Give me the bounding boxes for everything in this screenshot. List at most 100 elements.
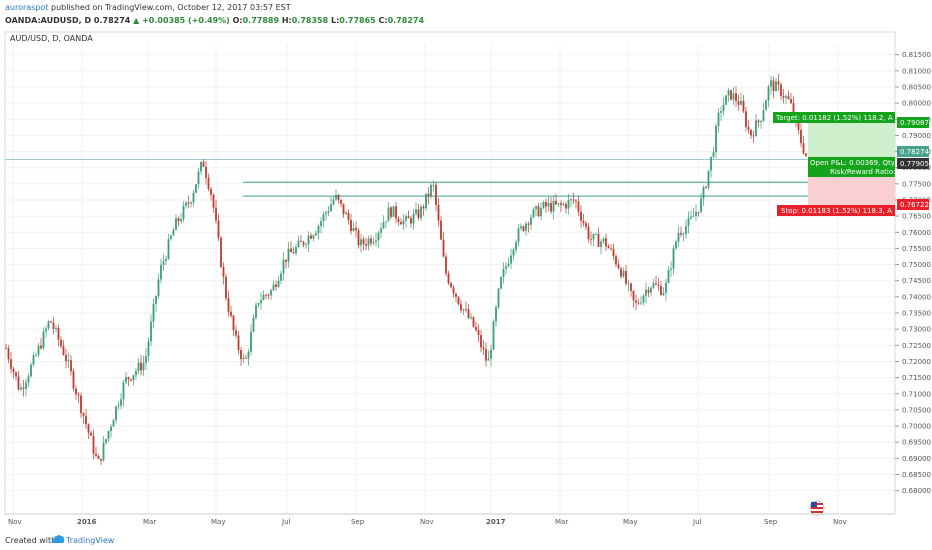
candle-body	[275, 284, 277, 287]
candle-body	[557, 203, 560, 205]
candle-body	[775, 81, 777, 92]
candle-body	[760, 120, 762, 123]
candle-body	[102, 442, 105, 461]
candle-body	[357, 230, 360, 246]
pnl-box[interactable]	[808, 157, 895, 177]
candle-body	[572, 199, 575, 201]
last-price-tag	[897, 146, 929, 157]
chart-symbol-label: AUD/USD, D, OANDA	[10, 34, 93, 43]
candle-body	[727, 90, 730, 96]
candle-body	[37, 345, 40, 356]
candle-body	[715, 125, 717, 153]
candle-body	[65, 354, 67, 362]
candle-body	[267, 295, 270, 296]
candle-body	[555, 200, 557, 205]
candle-body	[217, 220, 220, 238]
time-tick-label: Jul	[281, 518, 291, 526]
candle-body	[702, 187, 705, 199]
candle-body	[150, 321, 152, 342]
time-tick-label: Mar	[143, 518, 156, 526]
candle-body	[712, 152, 715, 157]
candle-body	[647, 289, 650, 293]
stop-box[interactable]	[777, 205, 895, 216]
candle-body	[470, 316, 472, 318]
candle-body	[747, 127, 750, 130]
tradingview-cloud-icon	[52, 535, 65, 543]
candle-body	[670, 268, 672, 270]
candle-body	[80, 395, 82, 414]
candle-body	[500, 277, 502, 289]
candle-body	[157, 279, 160, 296]
low-label: L:	[330, 16, 340, 25]
candle-body	[315, 232, 317, 236]
candle-body	[335, 194, 337, 200]
stop-price-tag	[897, 199, 929, 210]
symbol-label: OANDA:AUDUSD, D	[5, 16, 92, 25]
time-axis[interactable]: Nov 2016 Mar May Jul Sep Nov 2017 Mar May Jul Sep No…	[5, 513, 895, 526]
candle-body	[167, 239, 170, 259]
price-tick-label: 0.80000	[902, 100, 931, 108]
candle-body	[407, 216, 410, 219]
change-value: +0.00385 (+0.49%)	[142, 16, 230, 25]
candle-body	[30, 364, 32, 377]
candle-body	[342, 203, 345, 215]
footer: Created with TradingView	[0, 531, 932, 550]
candle-body	[770, 80, 772, 87]
chart-header: auroraspot published on TradingView.com,…	[0, 0, 932, 32]
candle-body	[145, 355, 147, 363]
time-tick-label: Sep	[764, 518, 778, 526]
candle-body	[367, 238, 370, 246]
candle-body	[527, 223, 530, 225]
candle-body	[282, 259, 285, 274]
candle-body	[117, 405, 120, 407]
candle-body	[402, 220, 405, 225]
candle-body	[677, 232, 680, 242]
candle-body	[120, 399, 122, 406]
time-tick-label: Nov	[420, 518, 434, 526]
candle-body	[732, 93, 735, 100]
candle-body	[692, 215, 695, 217]
candle-body	[225, 276, 227, 299]
candle-body	[130, 379, 132, 381]
candle-body	[155, 295, 157, 304]
candle-body	[587, 226, 590, 240]
candle-body	[627, 283, 630, 285]
candle-body	[307, 235, 310, 245]
plot-area[interactable]	[4, 31, 896, 515]
candle-body	[337, 194, 340, 200]
stop-box-text: Stop: 0.01183 (1.52%) 118.3, A	[781, 207, 892, 215]
price-tick-label: 0.73000	[902, 326, 931, 334]
candle-body	[277, 280, 280, 287]
candle-body	[802, 143, 805, 154]
candle-body	[147, 341, 150, 356]
candle-body	[262, 294, 265, 301]
target-box[interactable]	[773, 112, 895, 123]
price-tick-label: 0.70000	[902, 423, 931, 431]
candle-body	[417, 209, 420, 219]
price-chart[interactable]: AUD/USD, D, OANDA Target: 0.01182 (1.52%…	[0, 28, 932, 528]
candle-body	[525, 223, 527, 231]
candle-body	[445, 256, 447, 274]
low-value: 0.77865	[339, 16, 376, 25]
time-tick-label: May	[211, 518, 225, 526]
candle-body	[645, 289, 647, 296]
candle-body	[230, 311, 232, 316]
candle-body	[405, 216, 407, 221]
candle-body	[757, 120, 760, 123]
candle-body	[612, 248, 615, 257]
us-flag-icon[interactable]	[809, 500, 825, 516]
candle-body	[40, 345, 42, 349]
candle-body	[750, 129, 752, 136]
price-axis[interactable]: 0.815000.810000.805000.800000.795000.790…	[895, 51, 931, 495]
candle-body	[47, 321, 50, 329]
candle-body	[290, 248, 292, 253]
candle-body	[260, 300, 262, 304]
candle-body	[397, 218, 400, 222]
candle-body	[695, 211, 697, 216]
candle-body	[22, 387, 25, 389]
price-tick-label: 0.74500	[902, 277, 931, 285]
author-link[interactable]: auroraspot	[5, 3, 49, 12]
candle-body	[90, 432, 92, 436]
tradingview-link[interactable]: TradingView	[66, 536, 115, 545]
candle-body	[207, 177, 210, 190]
